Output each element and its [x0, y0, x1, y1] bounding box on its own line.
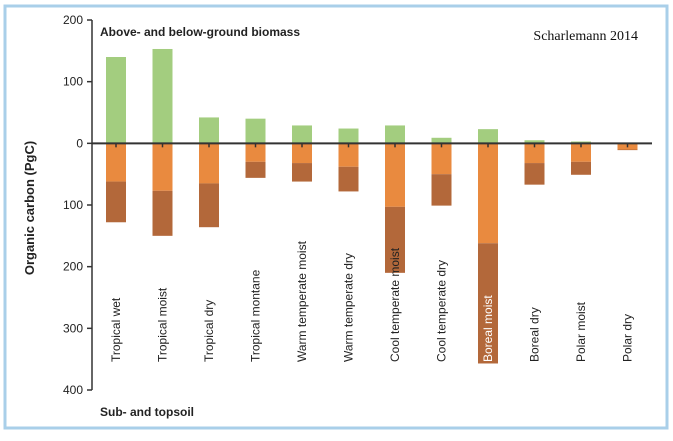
bar-subsoil-9 [478, 243, 498, 364]
bar-topsoil-4 [245, 143, 266, 162]
bar-topsoil-7 [385, 143, 405, 207]
bar-subsoil-12 [617, 149, 638, 151]
bar-biomass-2 [152, 48, 173, 144]
bar-topsoil-6 [338, 143, 359, 167]
plot-area [90, 20, 658, 425]
bar-biomass-8 [431, 137, 452, 144]
category-label-4: Tropical montane [249, 269, 263, 362]
bar-subsoil-4 [245, 161, 266, 178]
bar-topsoil-10 [524, 143, 545, 164]
category-label-9: Boreal moist [481, 295, 495, 362]
y-tick-label-4: 100 [63, 198, 83, 212]
bar-biomass-9 [478, 129, 498, 144]
bar-subsoil-8 [431, 174, 452, 206]
bar-subsoil-2 [152, 190, 173, 236]
y-tick-label-1: 200 [63, 13, 83, 27]
bar-biomass-1 [106, 57, 126, 144]
bar-topsoil-2 [152, 143, 173, 191]
bar-biomass-10 [524, 140, 545, 144]
bar-subsoil-7 [385, 206, 405, 273]
bar-biomass-6 [338, 128, 359, 144]
category-label-5: Warm temperate moist [295, 240, 309, 362]
bar-subsoil-6 [338, 166, 359, 192]
bar-topsoil-11 [571, 143, 591, 162]
y-axis-label: Organic carbon (PgC) [22, 141, 37, 275]
top-section-label: Above- and below-ground biomass [100, 25, 300, 39]
bar-subsoil-1 [106, 181, 126, 223]
bar-topsoil-9 [478, 143, 498, 244]
category-label-11: Polar moist [574, 301, 588, 362]
bar-subsoil-3 [199, 183, 219, 228]
bar-biomass-4 [245, 118, 266, 144]
bar-biomass-7 [385, 125, 405, 144]
category-label-7: Cool temperate moist [388, 247, 402, 362]
bar-topsoil-3 [199, 143, 219, 184]
credit-label: Scharlemann 2014 [533, 29, 638, 44]
category-label-3: Tropical dry [202, 300, 216, 362]
category-label-12: Polar dry [621, 314, 635, 362]
bottom-section-label: Sub- and topsoil [100, 405, 194, 419]
y-tick-label-2: 100 [63, 75, 83, 89]
category-label-8: Cool temperate dry [435, 260, 449, 362]
y-tick-label-7: 400 [63, 383, 83, 397]
y-tick-label-5: 200 [63, 260, 83, 274]
bar-topsoil-8 [431, 143, 452, 175]
category-label-1: Tropical wet [109, 297, 123, 362]
category-label-6: Warm temperate dry [342, 253, 356, 362]
bar-subsoil-11 [571, 161, 591, 175]
category-label-10: Boreal dry [528, 307, 542, 362]
y-tick-label-3: 0 [76, 136, 83, 150]
y-tick-label-6: 300 [63, 321, 83, 335]
bar-topsoil-5 [292, 143, 312, 164]
bar-biomass-3 [199, 117, 219, 144]
bar-subsoil-5 [292, 163, 312, 182]
bar-biomass-5 [292, 125, 312, 144]
category-label-2: Tropical moist [156, 287, 170, 362]
bar-subsoil-10 [524, 163, 545, 185]
chart-outer-frame [3, 4, 669, 430]
bar-topsoil-1 [106, 143, 126, 182]
